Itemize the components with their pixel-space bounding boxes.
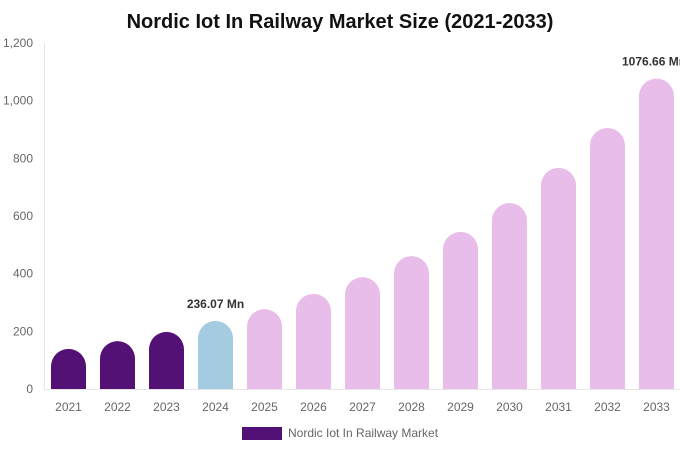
data-label: 236.07 Mn	[187, 297, 244, 311]
x-tick-label: 2028	[398, 400, 425, 414]
bar-2022[interactable]	[100, 341, 135, 389]
x-tick-label: 2027	[349, 400, 376, 414]
x-tick-label: 2030	[496, 400, 523, 414]
y-tick-label: 600	[13, 209, 33, 223]
y-tick-label: 0	[26, 382, 33, 396]
x-tick-label: 2022	[104, 400, 131, 414]
y-tick-label: 800	[13, 151, 33, 165]
bar-2026[interactable]	[296, 293, 331, 389]
data-label: 1076.66 Mn	[622, 55, 680, 69]
x-tick-label: 2026	[300, 400, 327, 414]
bar-2024[interactable]	[198, 320, 233, 389]
x-tick-label: 2024	[202, 400, 229, 414]
x-tick-label: 2029	[447, 400, 474, 414]
bar-2027[interactable]	[345, 277, 380, 389]
legend-label[interactable]: Nordic Iot In Railway Market	[288, 426, 439, 440]
chart-title: Nordic Iot In Railway Market Size (2021-…	[127, 11, 554, 33]
bar-2021[interactable]	[51, 348, 86, 389]
bar-2032[interactable]	[590, 128, 625, 389]
x-tick-label: 2032	[594, 400, 621, 414]
y-tick-label: 1,000	[3, 94, 33, 108]
bar-2033[interactable]	[639, 78, 674, 389]
y-tick-label: 1,200	[3, 36, 33, 50]
x-tick-label: 2025	[251, 400, 278, 414]
bar-2023[interactable]	[149, 331, 184, 389]
bar-2029[interactable]	[443, 231, 478, 389]
bar-2031[interactable]	[541, 167, 576, 389]
legend-swatch	[242, 427, 282, 440]
x-tick-label: 2031	[545, 400, 572, 414]
bar-2028[interactable]	[394, 256, 429, 389]
y-tick-label: 200	[13, 324, 33, 338]
x-tick-label: 2021	[55, 400, 82, 414]
bar-2030[interactable]	[492, 203, 527, 389]
x-tick-label: 2023	[153, 400, 180, 414]
bar-2025[interactable]	[247, 309, 282, 389]
y-tick-label: 400	[13, 267, 33, 281]
x-tick-label: 2033	[643, 400, 670, 414]
